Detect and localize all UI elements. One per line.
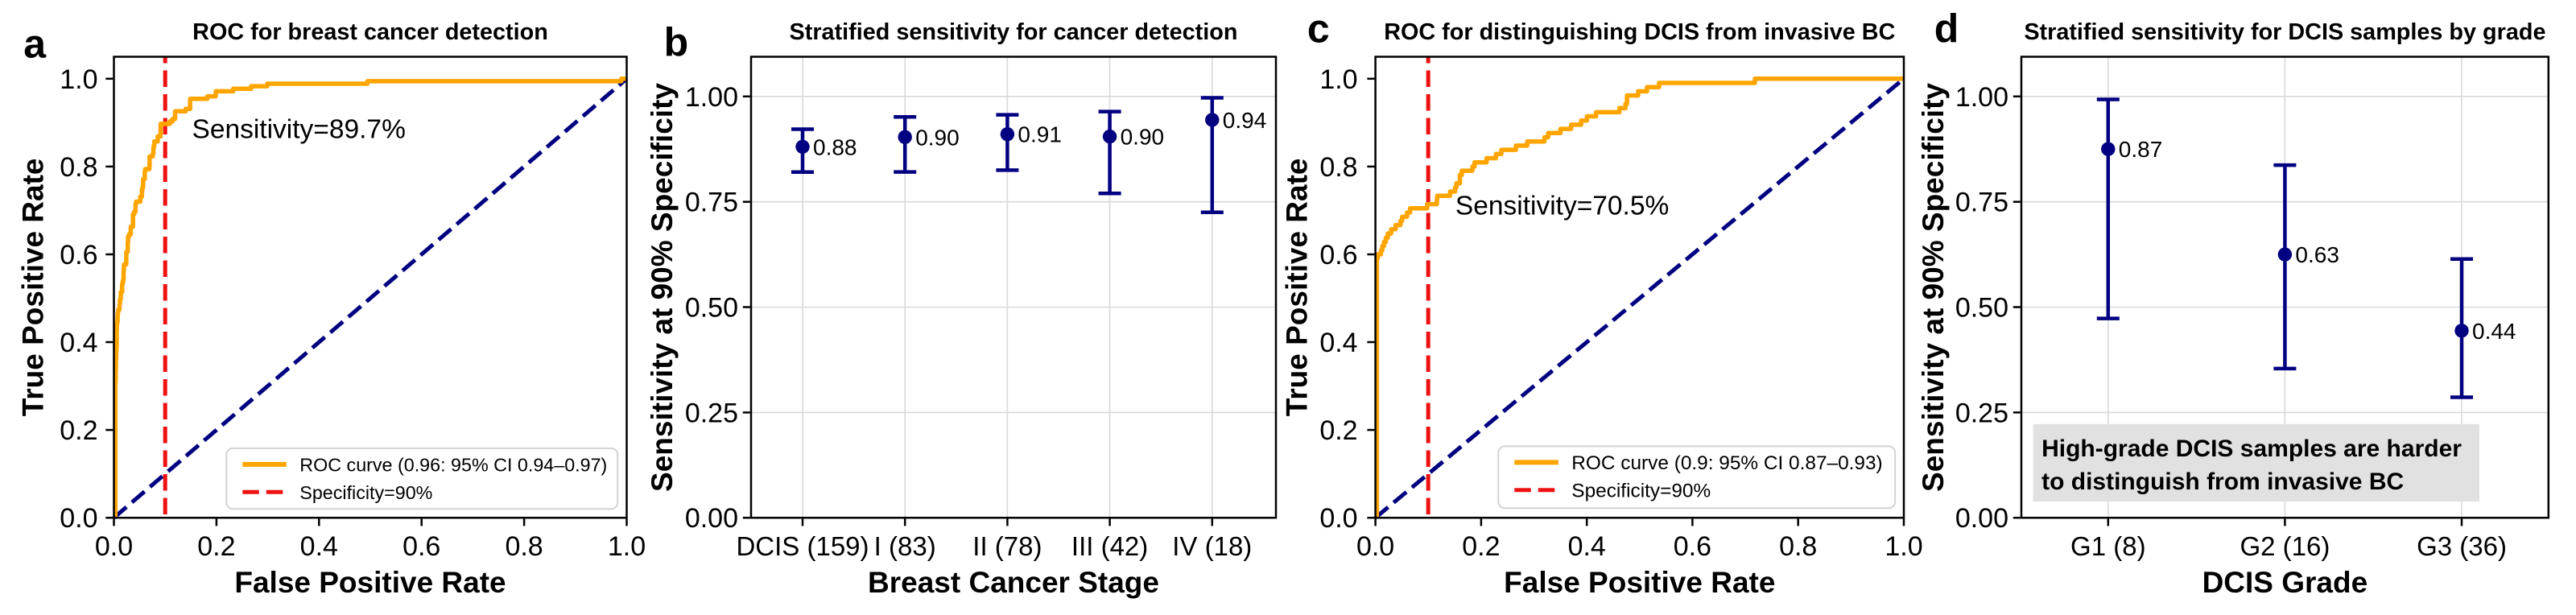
svg-text:0.44: 0.44 (2472, 319, 2516, 344)
svg-text:0.63: 0.63 (2295, 242, 2339, 267)
svg-text:False Positive Rate: False Positive Rate (1504, 566, 1775, 599)
svg-text:0.8: 0.8 (1319, 152, 1357, 183)
svg-text:0.75: 0.75 (685, 188, 738, 218)
svg-text:DCIS (159): DCIS (159) (736, 531, 869, 561)
svg-text:ROC curve (0.9: 95% CI 0.87–0.: ROC curve (0.9: 95% CI 0.87–0.93) (1571, 452, 1882, 474)
svg-text:ROC for distinguishing DCIS fr: ROC for distinguishing DCIS from invasiv… (1384, 19, 1895, 45)
svg-text:Sensitivity at 90% Specificity: Sensitivity at 90% Specificity (646, 83, 679, 492)
svg-text:Stratified sensitivity for can: Stratified sensitivity for cancer detect… (790, 19, 1238, 45)
svg-text:0.2: 0.2 (197, 531, 235, 562)
svg-text:1.0: 1.0 (60, 64, 97, 95)
svg-text:0.6: 0.6 (1319, 240, 1357, 270)
svg-text:0.6: 0.6 (1674, 531, 1711, 562)
svg-text:0.6: 0.6 (60, 240, 97, 270)
svg-text:0.75: 0.75 (1955, 188, 2008, 218)
svg-text:G2 (16): G2 (16) (2240, 531, 2330, 561)
svg-text:0.2: 0.2 (1319, 415, 1357, 446)
svg-text:ROC for breast cancer detectio: ROC for breast cancer detection (192, 19, 548, 45)
svg-text:1.0: 1.0 (1885, 531, 1922, 562)
svg-text:I (83): I (83) (874, 531, 936, 561)
svg-text:IV (18): IV (18) (1172, 531, 1252, 561)
svg-text:DCIS Grade: DCIS Grade (2202, 566, 2368, 599)
svg-text:1.0: 1.0 (608, 531, 646, 562)
svg-text:0.91: 0.91 (1018, 122, 1062, 147)
svg-text:0.94: 0.94 (1223, 108, 1267, 133)
svg-text:G3 (36): G3 (36) (2417, 531, 2507, 561)
svg-text:Sensitivity=70.5%: Sensitivity=70.5% (1455, 192, 1669, 221)
svg-text:ROC curve (0.96: 95% CI 0.94–0: ROC curve (0.96: 95% CI 0.94–0.97) (299, 455, 607, 476)
svg-text:d: d (1934, 6, 1959, 52)
svg-text:False Positive Rate: False Positive Rate (234, 566, 506, 599)
svg-text:1.00: 1.00 (685, 82, 738, 113)
svg-text:0.4: 0.4 (1319, 328, 1357, 358)
svg-text:High-grade DCIS samples are ha: High-grade DCIS samples are harder (2041, 435, 2462, 462)
svg-text:0.0: 0.0 (1319, 503, 1357, 534)
svg-text:G1 (8): G1 (8) (2070, 531, 2146, 561)
svg-text:0.6: 0.6 (402, 531, 440, 562)
svg-text:True Positive Rate: True Positive Rate (17, 159, 50, 417)
svg-text:Sensitivity=89.7%: Sensitivity=89.7% (192, 115, 406, 145)
svg-text:Sensitivity at 90% Specificity: Sensitivity at 90% Specificity (1917, 83, 1950, 492)
svg-text:b: b (664, 20, 689, 65)
svg-text:0.8: 0.8 (1779, 531, 1817, 562)
svg-text:0.25: 0.25 (1955, 398, 2008, 428)
svg-text:1.00: 1.00 (1955, 82, 2008, 113)
svg-text:0.2: 0.2 (60, 415, 97, 446)
svg-text:0.0: 0.0 (60, 503, 97, 534)
svg-text:II (78): II (78) (972, 531, 1042, 561)
svg-text:0.25: 0.25 (685, 398, 738, 428)
svg-text:0.50: 0.50 (1955, 293, 2008, 324)
svg-text:0.8: 0.8 (505, 531, 543, 562)
svg-text:Specificity=90%: Specificity=90% (1571, 481, 1711, 502)
svg-text:0.2: 0.2 (1462, 531, 1500, 562)
svg-text:0.90: 0.90 (915, 125, 960, 150)
svg-text:0.50: 0.50 (685, 293, 738, 324)
svg-text:0.0: 0.0 (1356, 531, 1394, 562)
svg-text:0.4: 0.4 (300, 531, 338, 562)
svg-text:0.88: 0.88 (813, 134, 857, 159)
svg-text:0.8: 0.8 (60, 152, 97, 183)
svg-text:c: c (1307, 6, 1330, 52)
svg-text:III (42): III (42) (1071, 531, 1148, 561)
svg-text:Stratified sensitivity for DCI: Stratified sensitivity for DCIS samples … (2024, 19, 2545, 45)
svg-text:0.4: 0.4 (1568, 531, 1606, 562)
svg-text:True Positive Rate: True Positive Rate (1281, 159, 1314, 417)
svg-text:0.87: 0.87 (2119, 137, 2163, 162)
svg-text:Breast Cancer Stage: Breast Cancer Stage (868, 566, 1159, 599)
svg-text:Specificity=90%: Specificity=90% (299, 482, 432, 503)
svg-text:0.0: 0.0 (95, 531, 133, 562)
svg-text:1.0: 1.0 (1319, 64, 1357, 95)
svg-text:0.00: 0.00 (685, 503, 738, 534)
svg-text:to distinguish from invasive B: to distinguish from invasive BC (2041, 468, 2404, 495)
svg-text:0.4: 0.4 (60, 328, 97, 358)
svg-text:0.90: 0.90 (1121, 125, 1165, 150)
svg-text:a: a (23, 22, 47, 67)
svg-text:0.00: 0.00 (1955, 503, 2008, 534)
